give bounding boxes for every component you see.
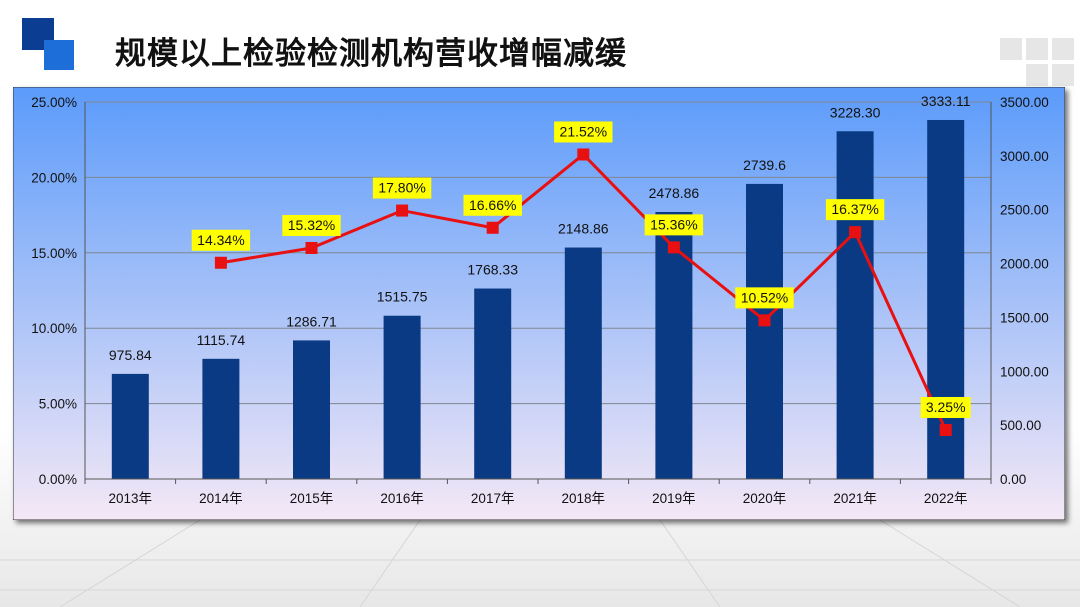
bar-value-label: 1286.71 <box>286 313 337 329</box>
bar <box>202 358 240 479</box>
bar <box>383 315 421 479</box>
line-label-text: 17.80% <box>378 180 425 196</box>
line-label-text: 10.52% <box>741 289 788 305</box>
y-left-tick-label: 0.00% <box>39 472 77 487</box>
line-value-label: 3.25% <box>920 396 971 418</box>
line-value-label: 15.36% <box>644 214 704 236</box>
bar <box>564 247 602 479</box>
bar <box>111 373 149 479</box>
bar-value-label: 975.84 <box>109 347 152 363</box>
line-point <box>939 423 952 436</box>
chart-frame: 975.84 1115.74 1286.71 1515.75 1768.33 2148.8… <box>13 87 1065 520</box>
bar <box>836 131 874 479</box>
line-value-label: 10.52% <box>735 287 794 309</box>
line-label-box <box>282 214 341 236</box>
line-value-label: 17.80% <box>372 177 432 199</box>
line-label-text: 14.34% <box>197 232 244 248</box>
bar-value-label: 1115.74 <box>197 332 246 348</box>
axes <box>84 102 992 484</box>
logo-squares-icon <box>22 18 74 70</box>
y-left-tick-label: 25.00% <box>31 95 77 110</box>
x-tick-label: 2019年 <box>652 491 696 506</box>
x-tick-label: 2013年 <box>109 491 153 506</box>
y-right-tick-label: 3500.00 <box>1000 95 1049 110</box>
bar-value-label: 2148.86 <box>558 221 609 237</box>
bar-value-label: 3228.30 <box>830 104 881 120</box>
line-point <box>486 221 499 234</box>
line-value-label: 15.32% <box>282 214 341 236</box>
y-left-tick-label: 5.00% <box>39 397 77 412</box>
line-label-text: 15.32% <box>288 217 335 233</box>
bar-value-label: 1515.75 <box>377 289 428 305</box>
line-point <box>396 204 409 217</box>
line-label-box <box>372 177 432 199</box>
page-title: 规模以上检验检测机构营收增幅减缓 <box>115 36 627 72</box>
y-left-tick-label: 20.00% <box>31 170 77 185</box>
y-right-tick-label: 3000.00 <box>1000 149 1049 164</box>
x-tick-label: 2022年 <box>924 491 968 506</box>
y-right-tick-label: 0.00 <box>1000 472 1026 487</box>
line-label-box <box>825 199 885 221</box>
line-label-text: 15.36% <box>650 216 697 232</box>
axis-tick-labels: 0.00% 5.00% 10.00% 15.00% 20.00% 25.00% 0.00 50… <box>31 95 1049 506</box>
line-value-labels: 14.34% 15.32% 17.80% 16.66% 21.52% 15.36% 10.5… <box>191 121 971 418</box>
bar-value-labels: 975.84 1115.74 1286.71 1515.75 1768.33 2148.8… <box>109 93 971 363</box>
line-label-text: 21.52% <box>560 123 607 139</box>
y-right-tick-label: 500.00 <box>1000 418 1041 433</box>
bar-value-label: 2739.6 <box>743 157 786 173</box>
y-right-tick-label: 1000.00 <box>1000 364 1049 379</box>
line-label-box <box>191 229 251 251</box>
line-label-box <box>463 194 522 216</box>
line-value-label: 16.66% <box>463 194 522 216</box>
bar <box>474 288 512 479</box>
line-point <box>577 148 590 161</box>
bar-value-label: 1768.33 <box>467 262 518 278</box>
x-tick-label: 2018年 <box>562 491 606 506</box>
line-point <box>758 314 771 327</box>
bar <box>746 183 783 479</box>
chart-background <box>13 87 1065 520</box>
bar-value-label: 3333.11 <box>921 93 971 109</box>
line-point <box>214 256 227 269</box>
line-point <box>305 241 318 254</box>
line-point <box>849 226 862 239</box>
x-tick-label: 2020年 <box>743 491 787 506</box>
y-right-tick-label: 2000.00 <box>1000 257 1049 272</box>
line-label-box <box>644 214 704 236</box>
line-label-text: 16.66% <box>469 197 516 213</box>
bar-value-label: 2478.86 <box>649 185 700 201</box>
line-series <box>214 148 952 436</box>
line-value-label: 16.37% <box>825 199 885 221</box>
line-label-text: 3.25% <box>926 399 966 415</box>
combo-chart: 975.84 1115.74 1286.71 1515.75 1768.33 2148.8… <box>13 87 1065 520</box>
line-label-box <box>735 287 794 309</box>
x-tick-label: 2017年 <box>471 491 515 506</box>
line-label-box <box>554 121 613 143</box>
bar <box>927 119 965 479</box>
line-label-box <box>920 396 971 418</box>
y-left-tick-label: 10.00% <box>31 321 77 336</box>
x-tick-label: 2016年 <box>380 491 424 506</box>
line-value-label: 14.34% <box>191 229 251 251</box>
line-value-label: 21.52% <box>554 121 613 143</box>
line-point <box>667 241 680 254</box>
x-tick-label: 2021年 <box>833 491 877 506</box>
y-left-tick-label: 15.00% <box>31 246 77 261</box>
bar <box>293 340 330 479</box>
line-label-text: 16.37% <box>831 201 878 217</box>
y-right-tick-label: 2500.00 <box>1000 203 1049 218</box>
bar-series <box>111 119 965 479</box>
x-tick-label: 2014年 <box>199 491 243 506</box>
x-tick-label: 2015年 <box>290 491 334 506</box>
y-right-tick-label: 1500.00 <box>1000 310 1049 325</box>
